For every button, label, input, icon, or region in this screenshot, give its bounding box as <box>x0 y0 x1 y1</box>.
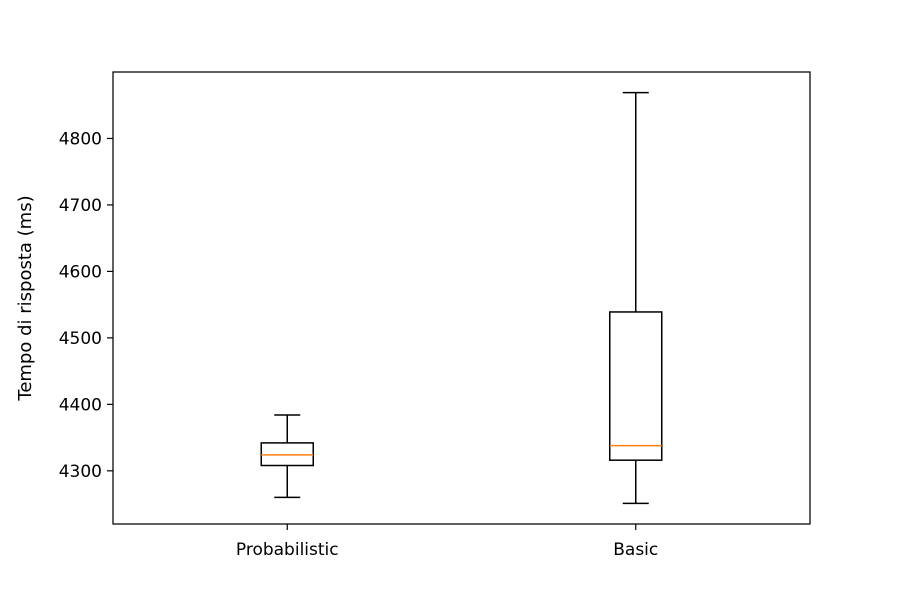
iqr-box <box>609 311 663 461</box>
y-tick-label: 4800 <box>59 129 102 149</box>
x-axis-ticks: Probabilistic Basic <box>236 524 658 560</box>
y-tick-label: 4300 <box>59 462 102 482</box>
y-axis-label: Tempo di risposta (ms) <box>15 195 36 401</box>
y-tick-label: 4600 <box>59 262 102 282</box>
y-tick-label: 4500 <box>59 329 102 349</box>
y-axis-ticks: 4300 4400 4500 4600 4700 4800 <box>59 129 113 482</box>
chart-marks <box>260 91 663 505</box>
x-tick-label: Probabilistic <box>236 540 339 560</box>
plot-frame <box>112 71 811 525</box>
x-tick-label: Basic <box>613 540 658 560</box>
box-group-basic <box>609 91 663 505</box>
y-tick-label: 4400 <box>59 395 102 415</box>
y-tick-label: 4700 <box>59 196 102 216</box>
box-group-probabilistic <box>260 414 314 499</box>
